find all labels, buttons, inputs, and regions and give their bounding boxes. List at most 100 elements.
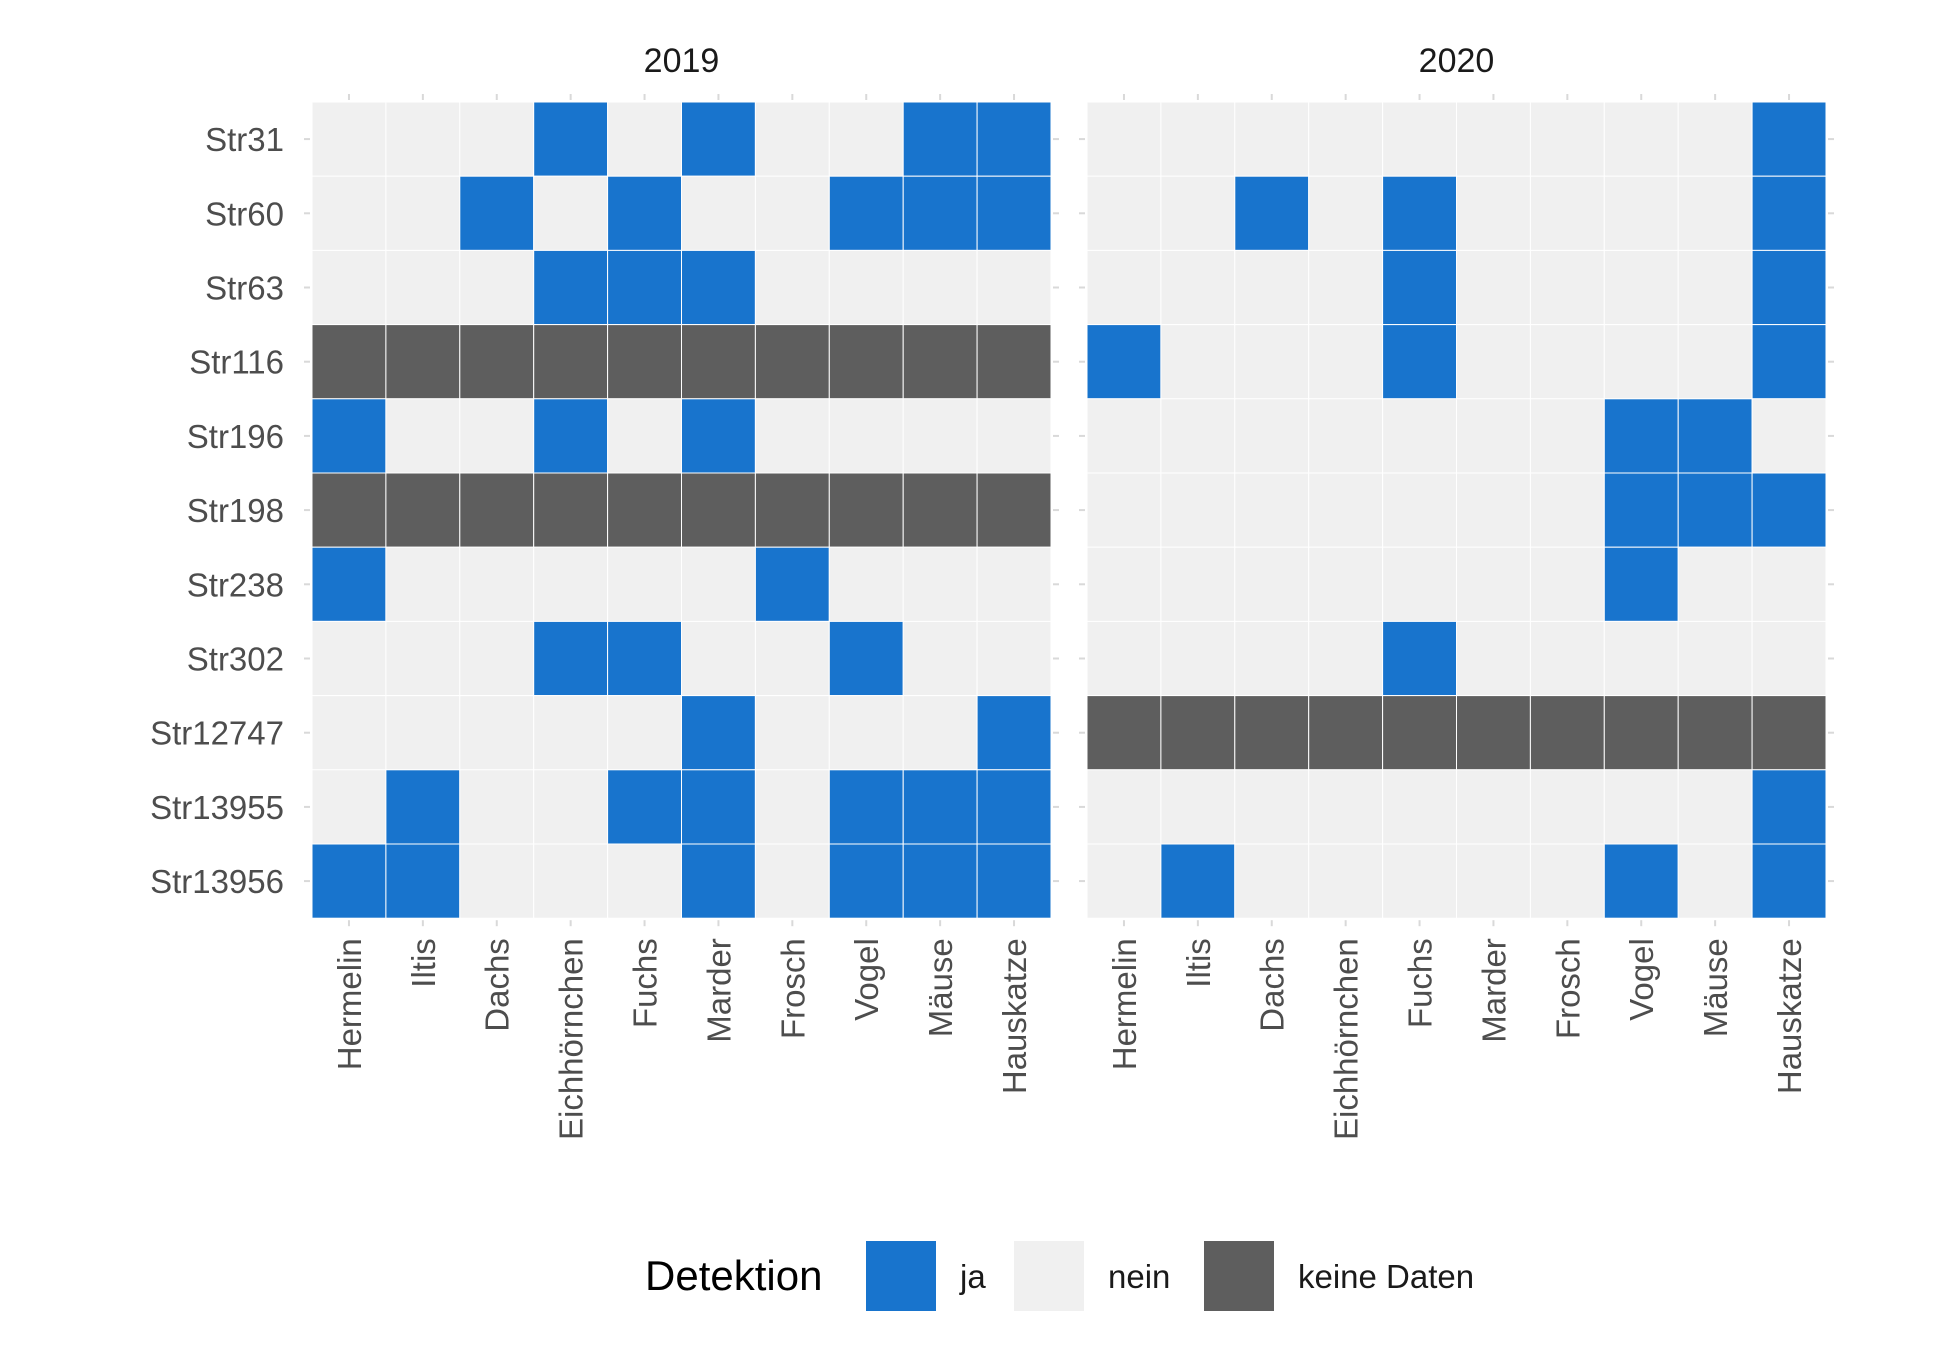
heatmap-cell xyxy=(459,324,535,400)
heatmap-cell xyxy=(1160,175,1236,251)
heatmap-cell xyxy=(1382,695,1457,771)
heatmap-cell xyxy=(311,249,387,326)
heatmap-cell xyxy=(459,101,535,177)
column-label: Hauskatze xyxy=(1771,938,1808,1094)
heatmap-cell xyxy=(976,472,1052,548)
heatmap-cell xyxy=(976,249,1052,326)
heatmap-cell xyxy=(1456,843,1531,919)
heatmap-cell xyxy=(681,472,756,548)
heatmap-cell xyxy=(902,843,978,919)
heatmap-cell xyxy=(1751,769,1827,845)
column-label: Mäuse xyxy=(1697,938,1734,1037)
heatmap-cell xyxy=(1308,620,1384,697)
legend: Detektion ja nein keine Daten xyxy=(645,1241,1474,1311)
heatmap-cell xyxy=(311,101,387,177)
heatmap-cell xyxy=(607,175,682,251)
heatmap-cell xyxy=(1308,695,1384,771)
heatmap-cell xyxy=(902,249,978,326)
heatmap-cell xyxy=(1677,769,1753,845)
facet-2020: 2020 Hermelin Iltis Dachs Eichhörnchen Fuchs M… xyxy=(1079,42,1834,1140)
heatmap-cell xyxy=(1751,249,1827,326)
heatmap-cell xyxy=(385,620,461,697)
heatmap-cell xyxy=(1234,769,1310,845)
heatmap-cell xyxy=(1529,472,1605,548)
heatmap-cell xyxy=(1603,620,1679,697)
heatmap-cell xyxy=(1456,695,1531,771)
heatmap-cell xyxy=(1382,249,1457,326)
heatmap-cell xyxy=(1751,398,1827,474)
heatmap-cell xyxy=(681,843,756,919)
row-label: Str31 xyxy=(205,121,284,158)
heatmap-cell xyxy=(1751,695,1827,771)
heatmap-cell xyxy=(1308,472,1384,548)
heatmap-cell xyxy=(1160,398,1236,474)
heatmap-cell xyxy=(1529,398,1605,474)
heatmap-cell xyxy=(1308,769,1384,845)
heatmap-cell xyxy=(1751,546,1827,622)
heatmap-cell xyxy=(1529,175,1605,251)
heatmap-cell xyxy=(1160,546,1236,622)
heatmap-cell xyxy=(1308,546,1384,622)
heatmap-cell xyxy=(1456,769,1531,845)
heatmap-cell xyxy=(1234,620,1310,697)
heatmap-cell xyxy=(1677,546,1753,622)
heatmap-cell xyxy=(1677,324,1753,400)
heatmap-cell xyxy=(533,101,609,177)
heatmap-cell xyxy=(681,324,756,400)
heatmap-cell xyxy=(1677,398,1753,474)
heatmap-cell xyxy=(607,769,682,845)
column-label: Marder xyxy=(700,938,737,1043)
column-label: Frosch xyxy=(774,938,811,1039)
column-label: Frosch xyxy=(1549,938,1586,1039)
heatmap-cell xyxy=(1086,324,1162,400)
heatmap-cell xyxy=(1529,695,1605,771)
facet-panels: 2019 Hermelin Iltis Dachs Eichhörnchen Fuchs M… xyxy=(150,42,1834,1140)
heatmap-cell xyxy=(1160,843,1236,919)
heatmap-cell xyxy=(1677,843,1753,919)
heatmap-cell xyxy=(1529,843,1605,919)
column-label: Marder xyxy=(1475,938,1512,1043)
legend-key xyxy=(1204,1241,1274,1311)
heatmap-cell xyxy=(1456,324,1531,400)
heatmap-cell xyxy=(1234,249,1310,326)
heatmap-cell xyxy=(754,324,830,400)
heatmap-cell xyxy=(828,175,904,251)
heatmap-cell xyxy=(976,101,1052,177)
heatmap-cell xyxy=(902,101,978,177)
heatmap-cell xyxy=(828,546,904,622)
heatmap-cell xyxy=(754,695,830,771)
column-label: Vogel xyxy=(848,938,885,1021)
heatmap-cell xyxy=(828,249,904,326)
heatmap-cell xyxy=(681,101,756,177)
heatmap-cell xyxy=(459,249,535,326)
heatmap-cell xyxy=(1308,324,1384,400)
heatmap-cell xyxy=(1382,175,1457,251)
heatmap-cell xyxy=(976,175,1052,251)
heatmap-cell xyxy=(533,769,609,845)
row-label: Str12747 xyxy=(150,715,284,752)
row-label: Str13956 xyxy=(150,863,284,900)
heatmap-cell xyxy=(459,175,535,251)
heatmap-cell xyxy=(1603,101,1679,177)
heatmap-cell xyxy=(1382,769,1457,845)
heatmap-cell xyxy=(533,620,609,697)
legend-label: nein xyxy=(1108,1258,1170,1295)
legend-key xyxy=(1014,1241,1084,1311)
heatmap-cell xyxy=(1160,101,1236,177)
heatmap-cell xyxy=(1234,398,1310,474)
heatmap-cell xyxy=(533,175,609,251)
heatmap-cell xyxy=(754,546,830,622)
heatmap-cell xyxy=(1603,324,1679,400)
heatmap-cell xyxy=(459,472,535,548)
heatmap-cell xyxy=(976,620,1052,697)
heatmap-cell xyxy=(828,769,904,845)
heatmap-cell xyxy=(902,472,978,548)
heatmap-cell xyxy=(754,175,830,251)
column-label: Eichhörnchen xyxy=(1328,938,1365,1140)
heatmap-cell xyxy=(1160,324,1236,400)
heatmap-cell xyxy=(1603,843,1679,919)
heatmap-cell xyxy=(607,620,682,697)
heatmap-cell xyxy=(1234,175,1310,251)
heatmap-cell xyxy=(1603,472,1679,548)
heatmap-cell xyxy=(1456,249,1531,326)
